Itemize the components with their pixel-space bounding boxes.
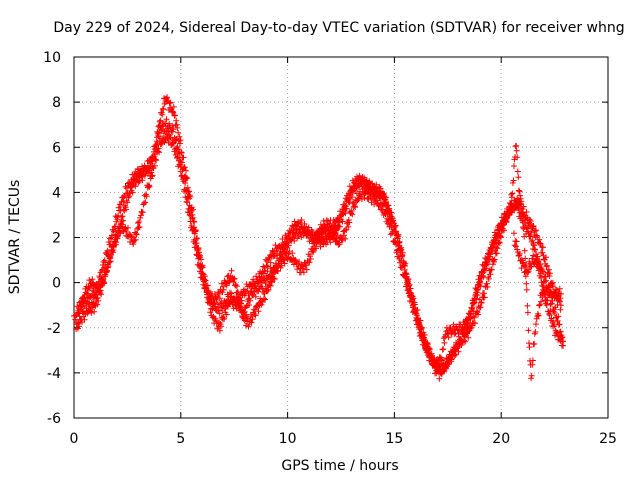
data-series: [71, 94, 567, 382]
x-tick-labels: 0 5 10 15 20 25: [70, 431, 617, 447]
data-point-markers: [511, 230, 567, 349]
y-tick-label: 4: [52, 185, 61, 201]
y-tick-label: 8: [52, 95, 61, 111]
data-point-markers: [75, 116, 564, 377]
y-tick-label: 6: [52, 140, 61, 156]
grid-lines: [74, 57, 608, 418]
y-tick-label: -6: [47, 411, 61, 427]
y-tick-label: 2: [52, 231, 61, 247]
data-trace: [511, 230, 567, 349]
series-sdtvar: [71, 94, 567, 382]
x-tick-label: 10: [279, 431, 297, 447]
x-tick-label: 25: [599, 431, 617, 447]
x-tick-label: 5: [176, 431, 185, 447]
y-tick-label: -4: [47, 366, 61, 382]
y-tick-label: 10: [43, 50, 61, 66]
axis-ticks: [73, 56, 609, 419]
data-trace: [71, 94, 567, 382]
chart-title: Day 229 of 2024, Sidereal Day-to-day VTE…: [53, 20, 624, 36]
y-tick-label: 0: [52, 276, 61, 292]
data-trace: [75, 116, 564, 377]
x-axis-label: GPS time / hours: [281, 458, 398, 474]
y-tick-labels: -6 -4 -2 0 2 4 6 8 10: [43, 50, 61, 427]
x-tick-label: 0: [70, 431, 79, 447]
y-tick-label: -2: [47, 321, 61, 337]
y-axis-label: SDTVAR / TECUs: [7, 180, 23, 295]
x-tick-label: 15: [385, 431, 403, 447]
x-tick-label: 20: [492, 431, 510, 447]
data-point-markers: [71, 94, 567, 382]
